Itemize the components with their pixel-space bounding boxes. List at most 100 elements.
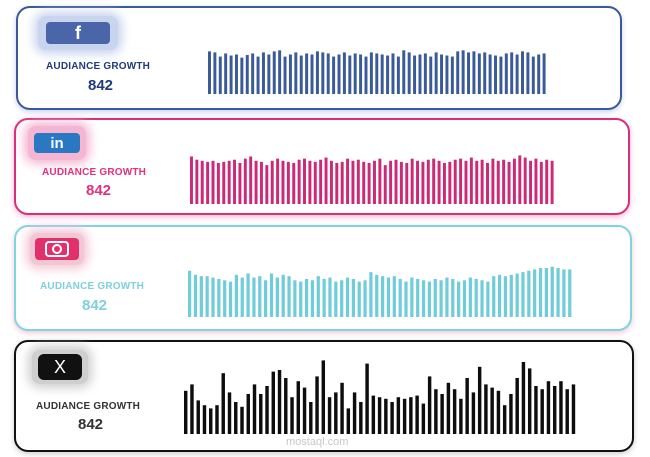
linkedin-bar: [227, 160, 231, 204]
linkedin-bar: [518, 155, 522, 204]
facebook-bar: [283, 56, 287, 94]
linkedin-bar: [340, 161, 344, 204]
instagram-bar: [188, 270, 192, 317]
linkedin-bar: [416, 160, 420, 204]
x-bar: [259, 394, 263, 434]
facebook-bar: [472, 51, 476, 94]
x-bar: [515, 378, 519, 434]
instagram-bar: [427, 281, 432, 317]
instagram-bar-chart: [188, 266, 572, 317]
linkedin-icon: in: [28, 126, 86, 160]
facebook-bar: [467, 52, 471, 94]
x-bar: [521, 362, 526, 434]
x-bar: [296, 381, 301, 434]
linkedin-bar: [356, 159, 360, 204]
x-bar: [477, 366, 482, 434]
x-bar: [252, 384, 257, 434]
linkedin-bar: [534, 158, 538, 204]
x-bar: [377, 397, 382, 434]
linkedin-bar: [399, 161, 403, 204]
instagram-bar: [287, 276, 291, 317]
x-bar: [490, 387, 494, 434]
instagram-bar: [398, 278, 402, 317]
instagram-bar: [211, 277, 215, 317]
facebook-bar: [272, 51, 276, 94]
linkedin-bar: [437, 160, 441, 204]
facebook-bar: [315, 51, 319, 94]
instagram-bar: [316, 276, 320, 317]
facebook-bar: [531, 56, 535, 94]
x-bar: [221, 373, 225, 434]
x-bar: [346, 408, 351, 434]
linkedin-bar: [550, 160, 554, 204]
instagram-bar: [439, 280, 443, 317]
instagram-bar: [363, 280, 367, 317]
instagram-bar: [381, 276, 385, 317]
audience-growth-value: 842: [88, 77, 114, 94]
facebook-bar: [515, 54, 519, 94]
x-bar: [196, 400, 200, 434]
facebook-bar: [450, 56, 454, 94]
facebook-bar: [213, 52, 217, 94]
x-bar: [202, 405, 207, 434]
x-bar: [496, 390, 501, 434]
facebook-bar: [267, 54, 271, 94]
x-logo-icon: X: [32, 350, 88, 384]
linkedin-bar: [389, 160, 393, 204]
linkedin-bar: [480, 159, 484, 204]
facebook-bar: [359, 54, 363, 94]
x-bar: [190, 384, 194, 434]
instagram-bar: [334, 281, 338, 317]
facebook-bar: [369, 52, 373, 94]
instagram-bar: [217, 278, 221, 317]
linkedin-bar: [383, 165, 387, 204]
x-bar: [509, 394, 513, 434]
x-bar: [265, 386, 269, 434]
x-bar: [315, 376, 319, 434]
x-bar: [502, 405, 507, 434]
x-card: X AUDIANCE GROWTH 842: [14, 340, 634, 452]
instagram-bar: [468, 277, 472, 317]
linkedin-bar: [442, 162, 446, 204]
facebook-bar: [251, 53, 255, 94]
x-bar: [240, 406, 244, 434]
x-bar: [484, 384, 488, 434]
facebook-bar: [294, 52, 298, 94]
linkedin-bar: [329, 160, 333, 204]
linkedin-bar: [448, 161, 452, 204]
instagram-bar: [322, 278, 326, 317]
x-bar: [384, 398, 388, 434]
instagram-bar: [357, 281, 361, 317]
x-bar: [434, 389, 438, 434]
linkedin-bar: [206, 161, 210, 204]
x-bar: [334, 392, 338, 434]
instagram-bar: [521, 272, 525, 317]
x-bar: [546, 381, 551, 434]
x-bar: [277, 370, 282, 434]
instagram-bar: [264, 280, 268, 317]
audience-growth-value: 842: [78, 416, 104, 433]
instagram-bar: [252, 277, 256, 317]
linkedin-bar: [367, 162, 371, 204]
instagram-bar: [416, 278, 420, 317]
facebook-icon: f: [38, 16, 118, 50]
linkedin-bar: [394, 159, 398, 204]
linkedin-bar: [405, 162, 409, 204]
linkedin-bar: [308, 160, 312, 204]
instagram-bar: [328, 277, 332, 317]
instagram-bar: [310, 280, 315, 317]
instagram-bar: [556, 268, 560, 317]
x-bar: [571, 384, 576, 434]
x-bar: [234, 402, 238, 434]
linkedin-bar: [502, 159, 506, 204]
linkedin-bar: [362, 161, 366, 204]
facebook-bar: [440, 54, 444, 94]
linkedin-bar: [243, 158, 247, 204]
x-bar: [302, 387, 307, 434]
linkedin-bar: [276, 158, 280, 204]
linkedin-bar: [324, 157, 328, 204]
linkedin-bar: [233, 159, 237, 204]
x-bar: [309, 402, 313, 434]
instagram-bar: [462, 280, 467, 317]
instagram-bar: [550, 266, 554, 317]
